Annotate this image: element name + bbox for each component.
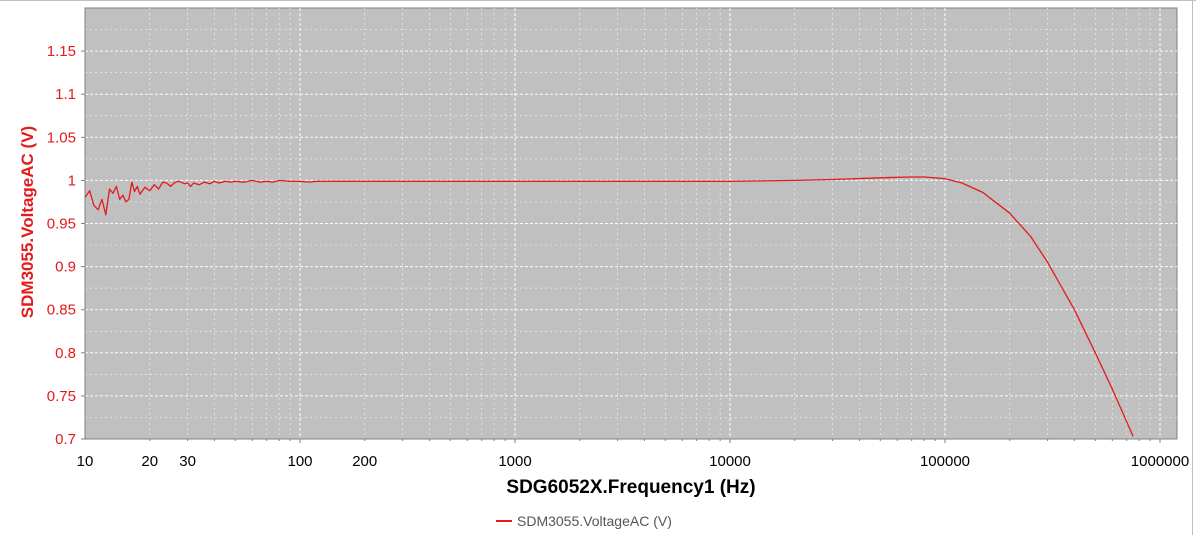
y-tick-label: 0.85 [47, 302, 76, 319]
y-tick-label: 0.8 [55, 345, 76, 362]
y-tick-label: 1.05 [47, 129, 76, 146]
legend-entry-label: SDM3055.VoltageAC (V) [517, 513, 672, 529]
y-tick-labels: 0.7 0.75 0.8 0.85 0.9 0.95 1 1.05 1.1 1.15 [47, 43, 76, 448]
x-tick-label: 100 [287, 453, 312, 470]
series-layer [84, 176, 1134, 437]
x-tick-label: 10 [77, 453, 94, 470]
x-tick-label: 200 [352, 453, 377, 470]
y-tick-label: 0.9 [55, 259, 76, 276]
major-gridlines [85, 8, 1177, 439]
y-tick-label: 0.75 [47, 388, 76, 405]
y-tick-label: 1.1 [55, 86, 76, 103]
x-tick-label: 1000 [498, 453, 531, 470]
x-tick-label: 10000 [709, 453, 751, 470]
y-tick-label: 1 [68, 172, 76, 189]
axes [81, 8, 1177, 443]
x-tick-labels: 10 20 30 100 200 1000 10000 100000 1000000 [77, 453, 1190, 470]
x-tick-label: 20 [141, 453, 158, 470]
y-tick-label: 0.7 [55, 431, 76, 448]
y-axis-title: SDM3055.VoltageAC (V) [18, 126, 37, 318]
window-edge-top [0, 0, 1196, 1]
x-tick-label: 1000000 [1131, 453, 1189, 470]
series-line-0 [84, 176, 1134, 437]
window-edge-right [1192, 0, 1193, 535]
y-tick-label: 1.15 [47, 43, 76, 60]
y-tick-label: 0.95 [47, 216, 76, 233]
minor-gridlines [85, 8, 1177, 439]
x-tick-label: 100000 [920, 453, 970, 470]
x-tick-label: 30 [179, 453, 196, 470]
legend: SDM3055.VoltageAC (V) [496, 513, 672, 529]
x-axis-title: SDG6052X.Frequency1 (Hz) [506, 477, 755, 498]
